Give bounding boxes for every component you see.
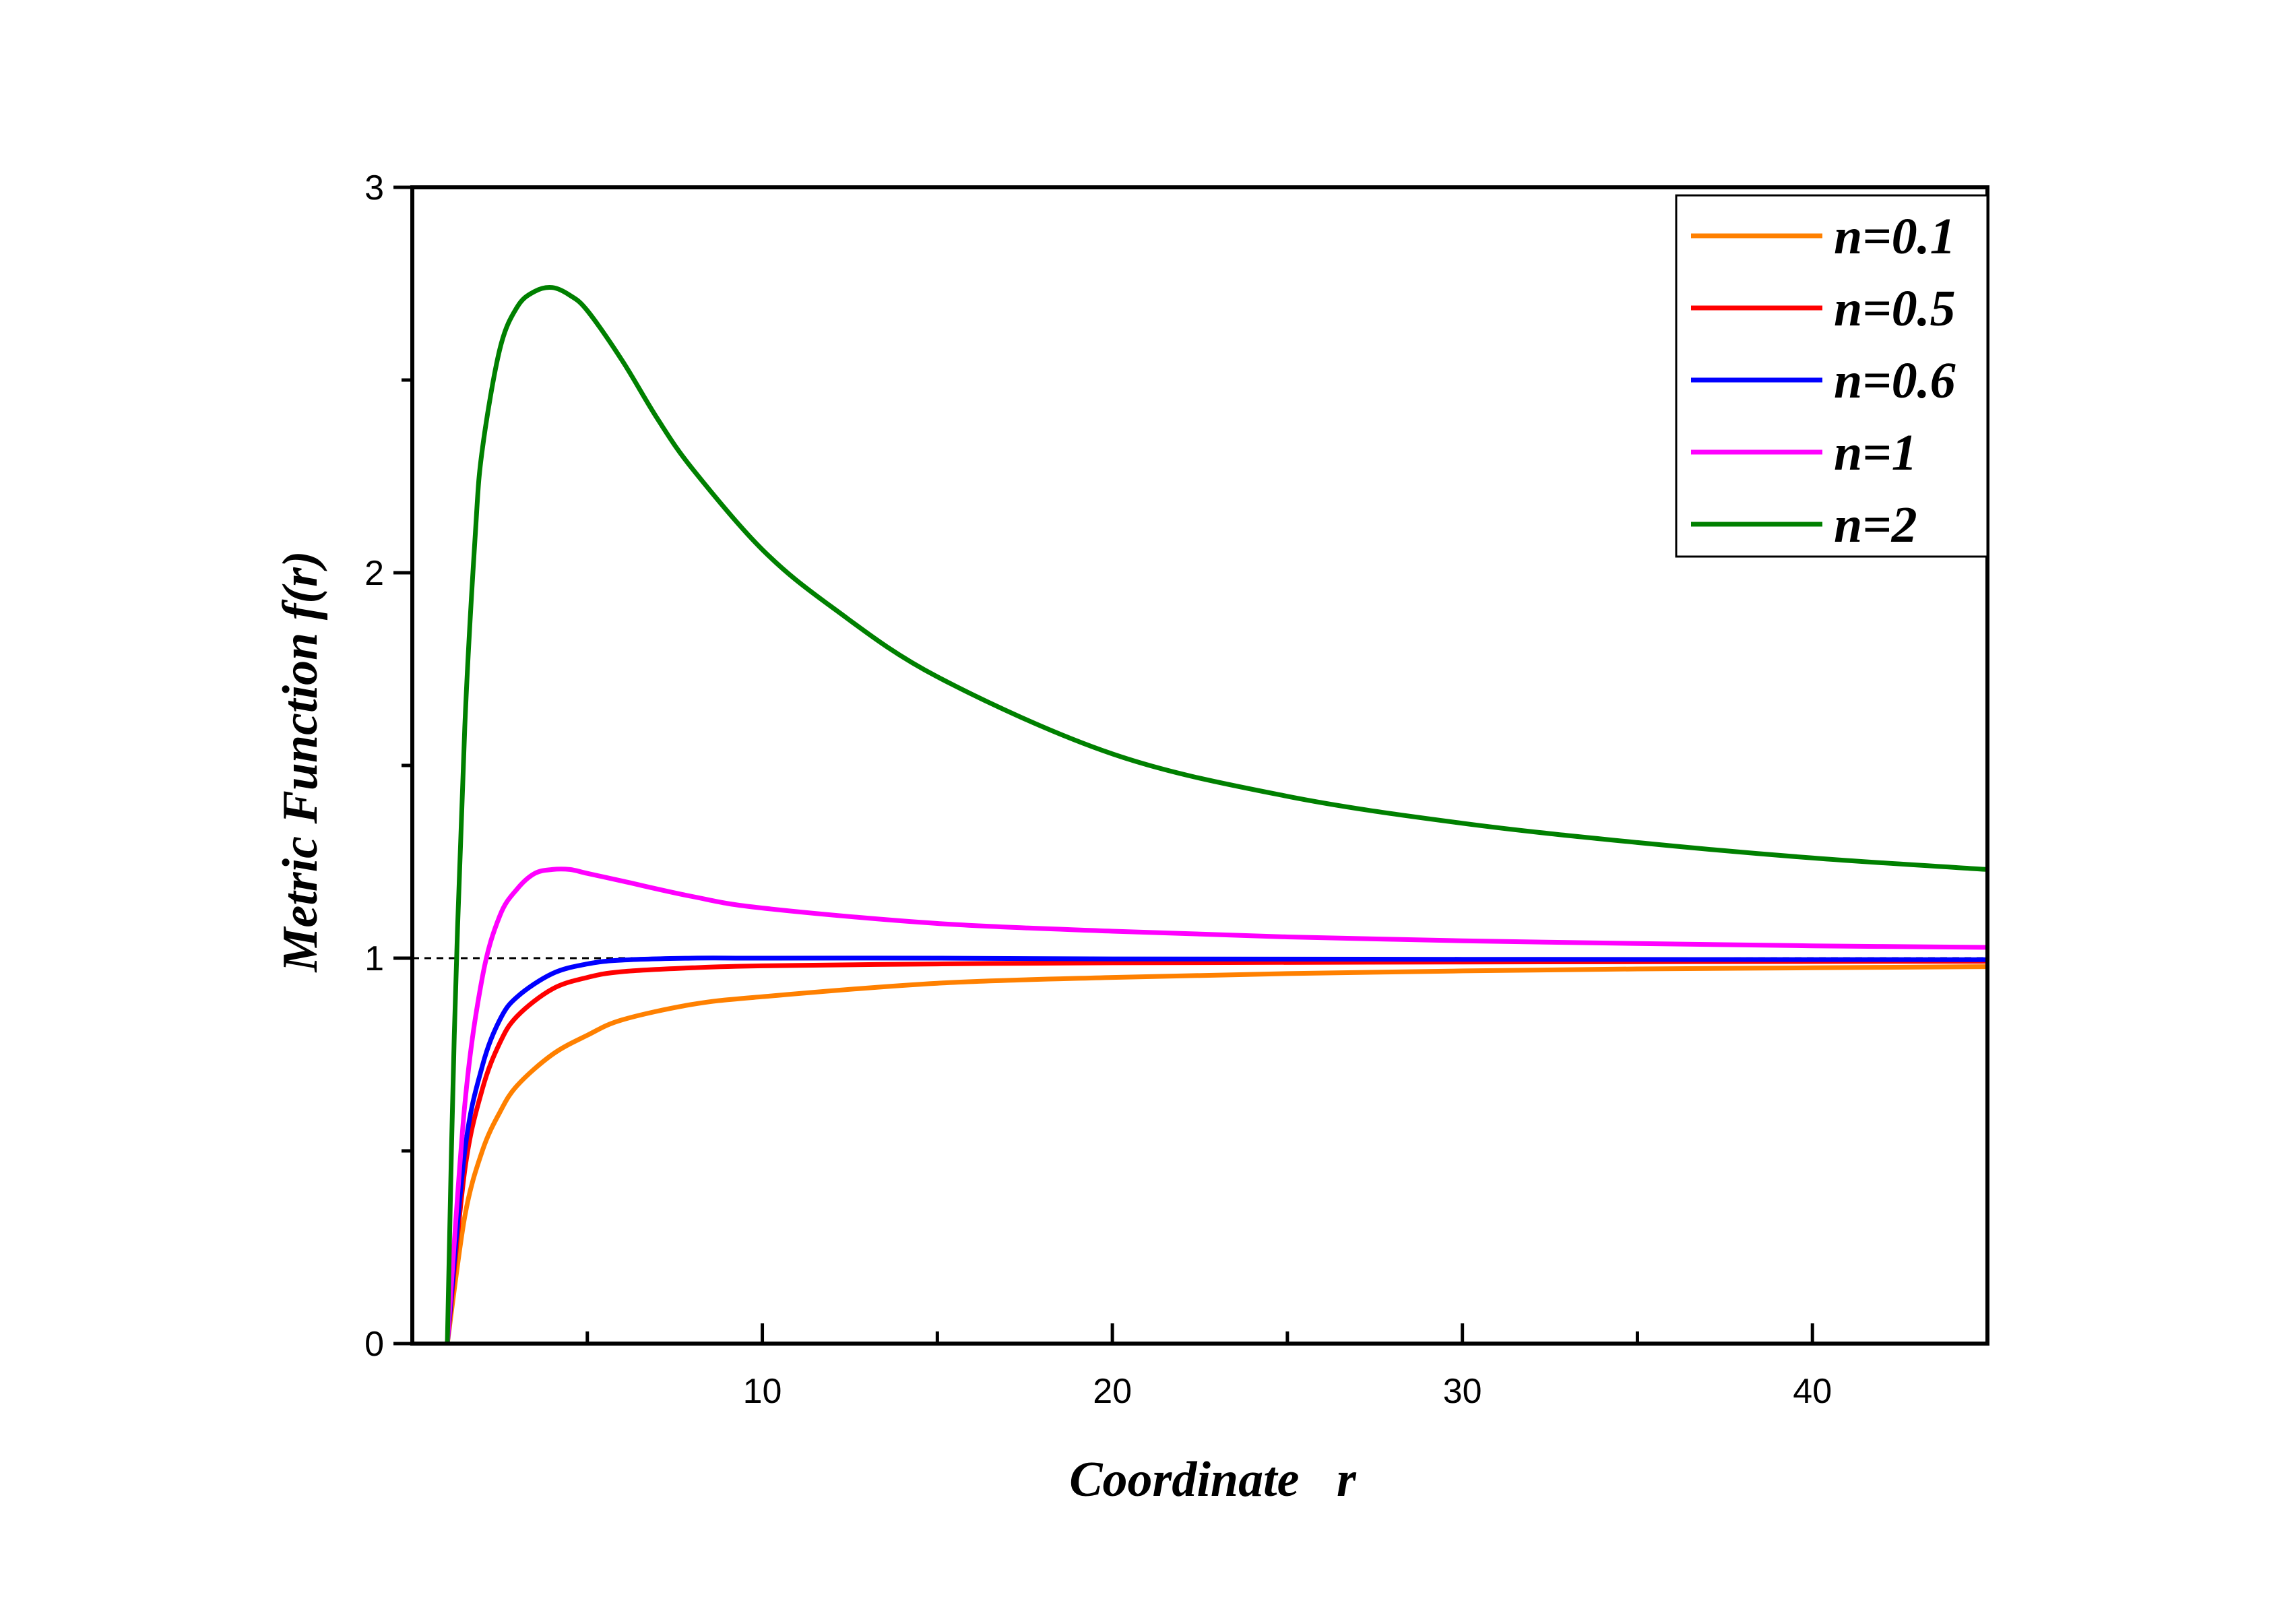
axis-ticks [393,185,1814,1346]
x-tick-label: 10 [743,1372,782,1411]
legend-label: n=1 [1834,425,1917,481]
legend-label: n=0.5 [1834,280,1956,337]
legend-label: n=0.6 [1834,352,1956,409]
series-line-n=0.1 [445,964,1988,1344]
x-tick-label: 20 [1093,1372,1132,1411]
tick-labels: 10 20 30 40 0 1 2 3 [364,168,1832,1411]
y-tick-label: 0 [364,1325,384,1364]
x-axis-title: Coordinate r [1069,1452,1357,1507]
y-tick-label: 2 [364,554,384,593]
legend-label: n=2 [1834,497,1917,553]
y-axis-title: Metric Function f(r) [273,551,328,973]
y-tick-label: 1 [364,939,384,978]
series-lines [445,284,1988,1344]
series-line-n=0.5 [445,959,1988,1344]
series-line-n=1 [445,867,1988,1344]
x-tick-label: 30 [1443,1372,1482,1411]
series-line-n=2 [445,284,1988,1344]
legend-box [1675,194,1989,558]
plot-frame [410,185,1989,1346]
legend-label: n=0.1 [1834,208,1956,265]
series-line-n=0.6 [445,955,1988,1344]
y-tick-label: 3 [364,168,384,208]
x-tick-label: 40 [1793,1372,1832,1411]
legend: n=0.1 n=0.5 n=0.6 n=1 n=2 [1675,194,1989,558]
